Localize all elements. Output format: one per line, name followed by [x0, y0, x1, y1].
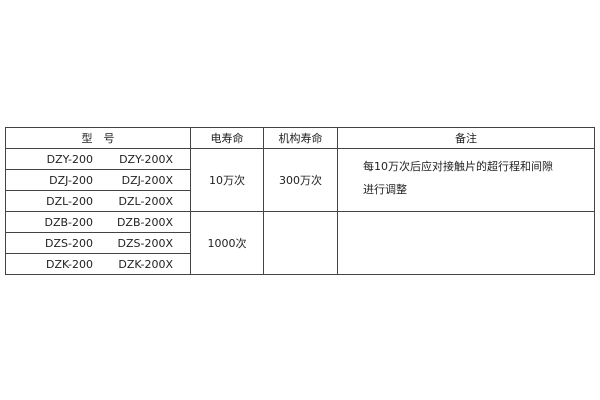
remark-line-1: 每10万次后应对接触片的超行程和间隙: [363, 160, 553, 173]
remark-line-2: 进行调整: [363, 183, 407, 196]
specs-table: 型 号 电寿命 机构寿命 备注 DZY-200 DZY-200X 10万次 300…: [5, 127, 595, 275]
model-cell: DZB-200 DZB-200X: [5, 211, 191, 233]
header-row: 型 号 电寿命 机构寿命 备注: [5, 127, 595, 149]
model-cell: DZY-200 DZY-200X: [5, 148, 191, 170]
header-electrical-life: 电寿命: [190, 127, 264, 149]
table-row: DZY-200 DZY-200X 10万次 300万次 每10万次后应对接触片的超…: [5, 148, 595, 212]
model-cell: DZS-200 DZS-200X: [5, 232, 191, 254]
remarks-cell: [337, 211, 595, 275]
model-a: DZY-200: [46, 152, 93, 166]
mechanical-life-cell: 300万次: [263, 148, 338, 212]
model-a: DZK-200: [45, 257, 93, 271]
model-cell: DZJ-200 DZJ-200X: [5, 169, 191, 191]
model-b: DZK-200X: [118, 257, 173, 271]
header-mechanical-life: 机构寿命: [263, 127, 338, 149]
model-a: DZB-200: [44, 215, 93, 229]
model-a: DZL-200: [46, 194, 93, 208]
model-a: DZS-200: [45, 236, 93, 250]
table-row: DZK-200 DZK-200X: [5, 253, 595, 275]
table-row: DZL-200 DZL-200X: [5, 190, 595, 212]
table-row: DZB-200 DZB-200X 1000次: [5, 211, 595, 275]
model-b: DZB-200X: [116, 215, 173, 229]
model-b: DZJ-200X: [121, 173, 173, 187]
model-b: DZL-200X: [118, 194, 173, 208]
remarks-cell: 每10万次后应对接触片的超行程和间隙 进行调整: [337, 148, 595, 212]
model-b: DZY-200X: [119, 152, 173, 166]
model-b: DZS-200X: [117, 236, 174, 250]
header-model: 型 号: [5, 127, 191, 149]
header-remarks: 备注: [337, 127, 595, 149]
model-cell: DZL-200 DZL-200X: [5, 190, 191, 212]
electrical-life-cell: 1000次: [190, 211, 264, 275]
model-a: DZJ-200: [49, 173, 93, 187]
model-cell: DZK-200 DZK-200X: [5, 253, 191, 275]
electrical-life-cell: 10万次: [190, 148, 264, 212]
mechanical-life-cell: [263, 211, 338, 275]
